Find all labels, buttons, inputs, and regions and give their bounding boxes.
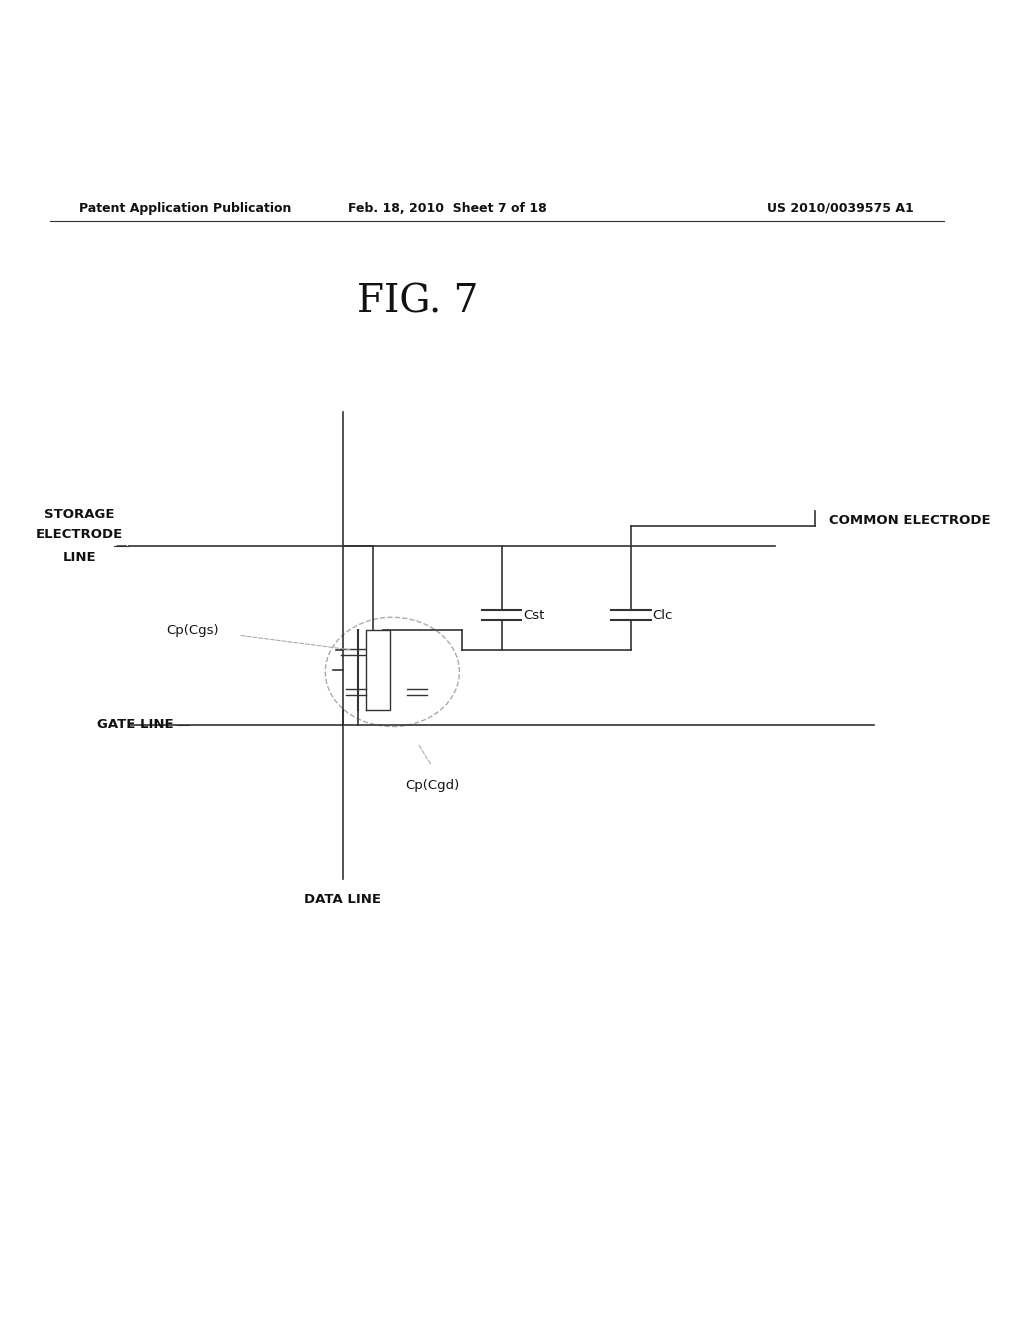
Text: LINE: LINE [62, 550, 96, 564]
Text: Cp(Cgs): Cp(Cgs) [166, 624, 218, 636]
Text: DATA LINE: DATA LINE [304, 894, 381, 907]
Text: GATE LINE: GATE LINE [97, 718, 174, 731]
Text: Patent Application Publication: Patent Application Publication [80, 202, 292, 215]
Text: US 2010/0039575 A1: US 2010/0039575 A1 [767, 202, 913, 215]
Text: Feb. 18, 2010  Sheet 7 of 18: Feb. 18, 2010 Sheet 7 of 18 [347, 202, 547, 215]
Text: Clc: Clc [652, 609, 673, 622]
Text: FIG. 7: FIG. 7 [356, 284, 478, 321]
Text: Cst: Cst [523, 609, 545, 622]
Text: COMMON ELECTRODE: COMMON ELECTRODE [829, 515, 991, 528]
Text: Cp(Cgd): Cp(Cgd) [404, 779, 459, 792]
Text: STORAGE: STORAGE [44, 508, 115, 521]
Text: ELECTRODE: ELECTRODE [36, 528, 123, 541]
